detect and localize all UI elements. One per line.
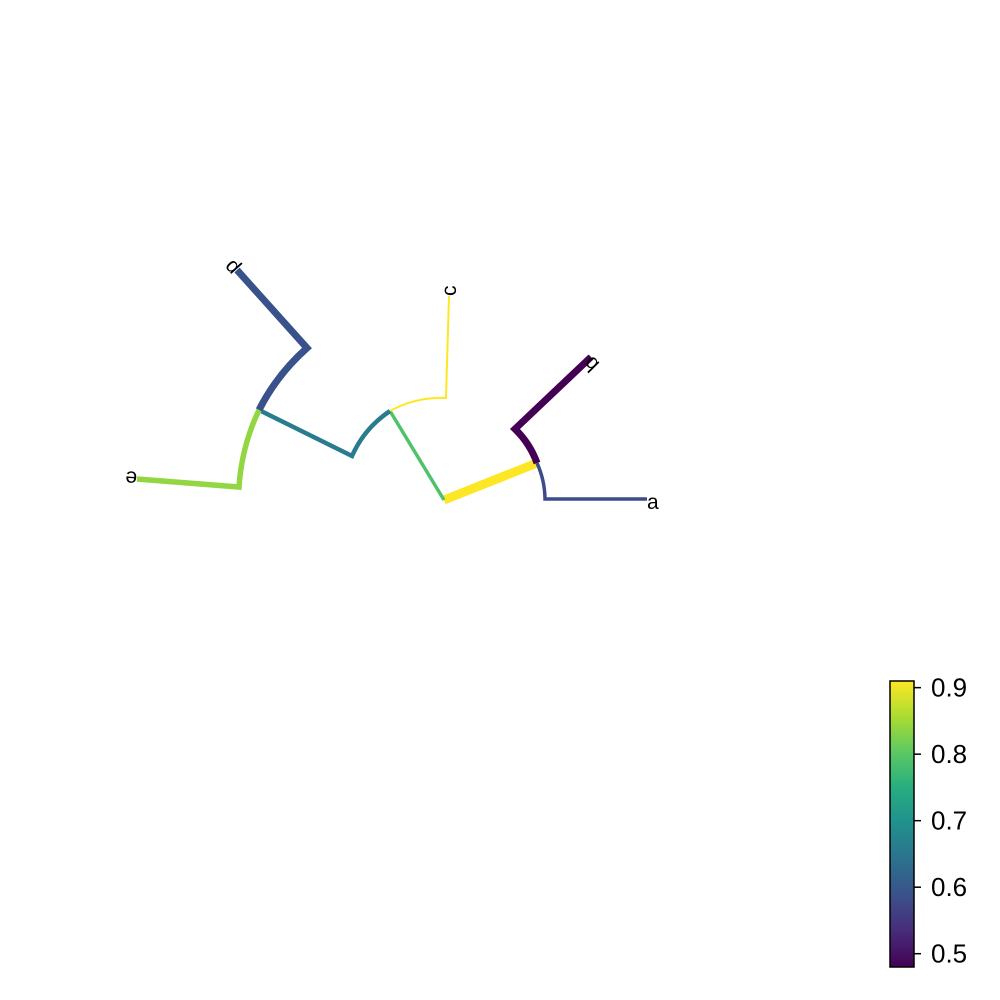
tree-branches [136, 267, 647, 505]
leaf-labels: a b c d e [125, 254, 659, 514]
colorbar-tick-label: 0.8 [931, 739, 967, 769]
colorbar-tick-label: 0.6 [931, 872, 967, 902]
branch-cde-to-c [389, 295, 450, 412]
colorbar-tick-label: 0.9 [931, 673, 967, 703]
branch-ab-to-b [509, 354, 594, 465]
colorbar-tick-label: 0.5 [931, 939, 967, 969]
branch-ab-to-a [535, 462, 647, 501]
leaf-label-a: a [647, 491, 659, 514]
colorbar-ticks: 0.5 0.6 0.7 0.8 0.9 [914, 673, 967, 969]
branch-root-to-cde [388, 410, 446, 501]
branch-root-to-ab [442, 458, 539, 505]
colorbar-tick-label: 0.7 [931, 806, 967, 836]
colorbar-gradient [889, 680, 915, 968]
leaf-label-c: c [438, 285, 461, 296]
branch-de-to-d [234, 267, 312, 412]
leaf-label-e: e [125, 466, 138, 490]
branch-cde-to-de [258, 407, 392, 460]
colorbar: 0.5 0.6 0.7 0.8 0.9 [889, 673, 967, 969]
branch-de-to-e [136, 408, 262, 490]
